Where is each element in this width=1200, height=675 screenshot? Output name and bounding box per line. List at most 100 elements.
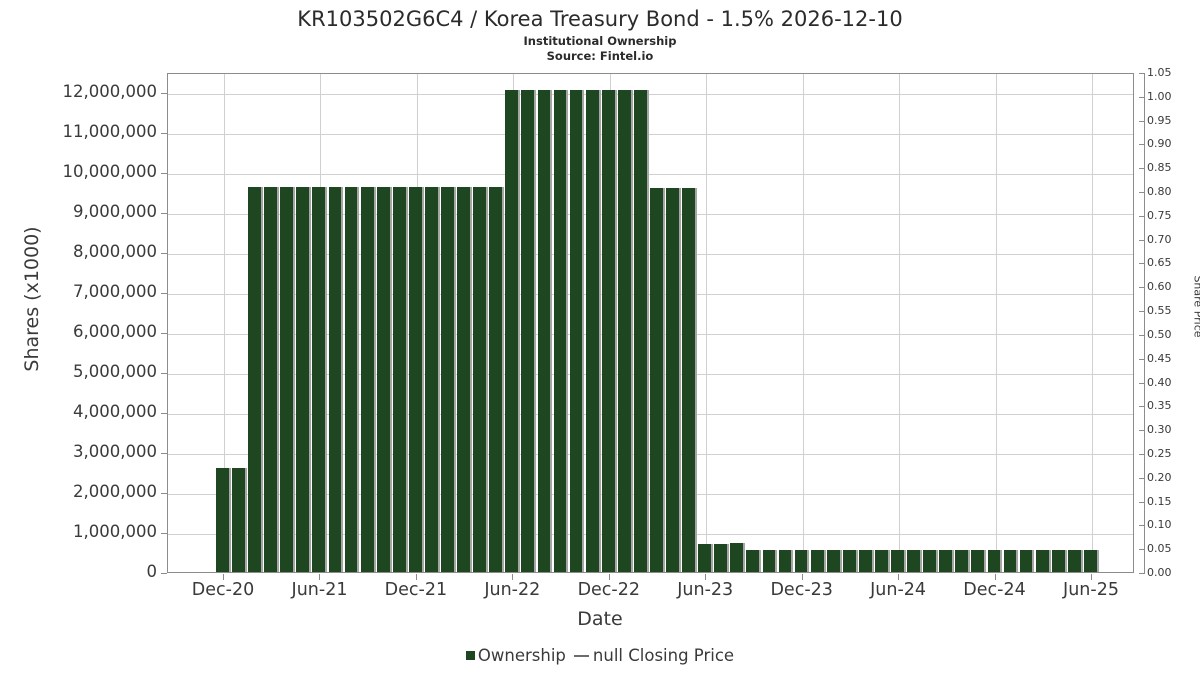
y-axis-left-tick-label: 5,000,000 — [73, 362, 157, 381]
bar[interactable] — [312, 187, 326, 572]
bar[interactable] — [248, 187, 261, 572]
bar[interactable] — [1003, 549, 1017, 572]
bar[interactable] — [1019, 549, 1033, 572]
bar[interactable] — [473, 187, 487, 572]
x-axis-tick-mark — [609, 574, 610, 580]
gridline-vertical — [1092, 74, 1093, 572]
bar[interactable] — [1051, 549, 1065, 572]
bar[interactable] — [698, 544, 712, 572]
bar[interactable] — [730, 543, 744, 572]
bar[interactable] — [296, 187, 310, 572]
bar[interactable] — [617, 90, 631, 572]
y-axis-right-tick-mark — [1139, 168, 1145, 169]
y-axis-left-tick-mark — [161, 253, 167, 254]
y-axis-right-tick-mark — [1139, 263, 1145, 264]
y-axis-right-tick-label: 0.00 — [1147, 566, 1172, 579]
gridline-vertical — [803, 74, 804, 572]
legend-label-closing-price: null Closing Price — [592, 646, 735, 665]
bar[interactable] — [585, 90, 599, 572]
y-axis-right-tick-mark — [1139, 359, 1145, 360]
bar[interactable] — [280, 187, 294, 572]
x-axis-tick-mark — [223, 574, 224, 580]
y-axis-left-tick-label: 2,000,000 — [73, 482, 157, 501]
bar[interactable] — [457, 187, 470, 572]
bar[interactable] — [987, 549, 1001, 572]
y-axis-right-tick-label: 0.15 — [1147, 494, 1172, 508]
y-axis-left-tick-label: 12,000,000 — [62, 82, 157, 101]
bar[interactable] — [939, 549, 953, 572]
bar[interactable] — [762, 549, 776, 572]
bar[interactable] — [376, 187, 390, 572]
y-axis-right-tick-mark — [1139, 287, 1145, 288]
plot-area[interactable] — [167, 73, 1134, 573]
bar[interactable] — [344, 187, 358, 572]
y-axis-right-tick-label: 0.05 — [1147, 542, 1172, 556]
bar[interactable] — [328, 187, 342, 572]
x-axis-tick-mark — [416, 574, 417, 580]
bar[interactable] — [826, 549, 840, 572]
y-axis-right-tick-mark — [1139, 240, 1145, 241]
bar[interactable] — [232, 468, 245, 572]
bar[interactable] — [907, 549, 920, 572]
right-axis-line — [1144, 73, 1145, 573]
x-axis-title: Date — [577, 608, 623, 630]
bar[interactable] — [858, 549, 872, 572]
y-axis-right-tick-label: 0.40 — [1147, 375, 1172, 389]
bar[interactable] — [955, 549, 969, 572]
bar[interactable] — [521, 90, 535, 572]
chart-source: Source: Fintel.io — [546, 49, 654, 63]
bar[interactable] — [553, 90, 567, 572]
bar[interactable] — [923, 549, 937, 572]
y-axis-right-tick-label: 0.50 — [1147, 327, 1172, 341]
y-axis-right-tick-label: 1.05 — [1147, 66, 1172, 79]
bar[interactable] — [360, 187, 374, 572]
bar[interactable] — [441, 187, 454, 572]
bar[interactable] — [633, 90, 647, 572]
y-axis-left-tick-label: 11,000,000 — [62, 122, 157, 141]
y-axis-right-tick-mark — [1139, 525, 1145, 526]
bar[interactable] — [1067, 549, 1081, 572]
y-axis-left-tick-mark — [161, 213, 167, 214]
title-block: KR103502G6C4 / Korea Treasury Bond - 1.5… — [0, 6, 1200, 64]
y-axis-right-tick-label: 0.45 — [1147, 351, 1172, 365]
bar[interactable] — [682, 188, 695, 572]
x-axis-tick-label: Jun-25 — [1063, 580, 1119, 600]
y-axis-right-tick-label: 0.70 — [1147, 232, 1172, 246]
bar[interactable] — [650, 188, 663, 572]
bar[interactable] — [424, 187, 438, 572]
bar[interactable] — [1083, 549, 1097, 572]
bar[interactable] — [971, 549, 985, 572]
gridline-vertical — [996, 74, 997, 572]
bar[interactable] — [537, 90, 551, 572]
bar[interactable] — [489, 187, 503, 572]
bar[interactable] — [666, 188, 679, 572]
y-axis-title-right: Share Price — [1191, 275, 1200, 338]
bar[interactable] — [842, 549, 856, 572]
bar[interactable] — [714, 543, 728, 572]
bar[interactable] — [264, 187, 278, 572]
legend-item-closing-price[interactable]: null Closing Price — [566, 646, 734, 665]
bar[interactable] — [746, 549, 760, 572]
x-axis-tick-label: Jun-23 — [677, 580, 734, 600]
bar[interactable] — [601, 90, 615, 572]
y-axis-left-tick-mark — [161, 133, 167, 134]
bar[interactable] — [891, 549, 904, 572]
bar[interactable] — [505, 90, 519, 572]
y-axis-right-tick-label: 0.65 — [1147, 256, 1172, 270]
y-axis-right-tick-label: 0.80 — [1147, 185, 1172, 199]
y-axis-left-tick-label: 1,000,000 — [73, 522, 157, 541]
legend-item-ownership[interactable]: Ownership — [465, 646, 566, 665]
bar[interactable] — [810, 549, 824, 572]
x-axis-tick-mark — [995, 574, 996, 580]
bar[interactable] — [875, 549, 888, 572]
bar[interactable] — [794, 549, 808, 572]
bar[interactable] — [216, 468, 229, 572]
y-axis-right-tick-mark — [1139, 144, 1145, 145]
bar[interactable] — [408, 187, 422, 572]
y-axis-left-tick-mark — [161, 493, 167, 494]
bar[interactable] — [569, 90, 583, 572]
y-axis-right-tick-label: 0.35 — [1147, 399, 1172, 413]
bar[interactable] — [778, 549, 792, 572]
bar[interactable] — [1035, 549, 1049, 572]
bar[interactable] — [392, 187, 406, 572]
